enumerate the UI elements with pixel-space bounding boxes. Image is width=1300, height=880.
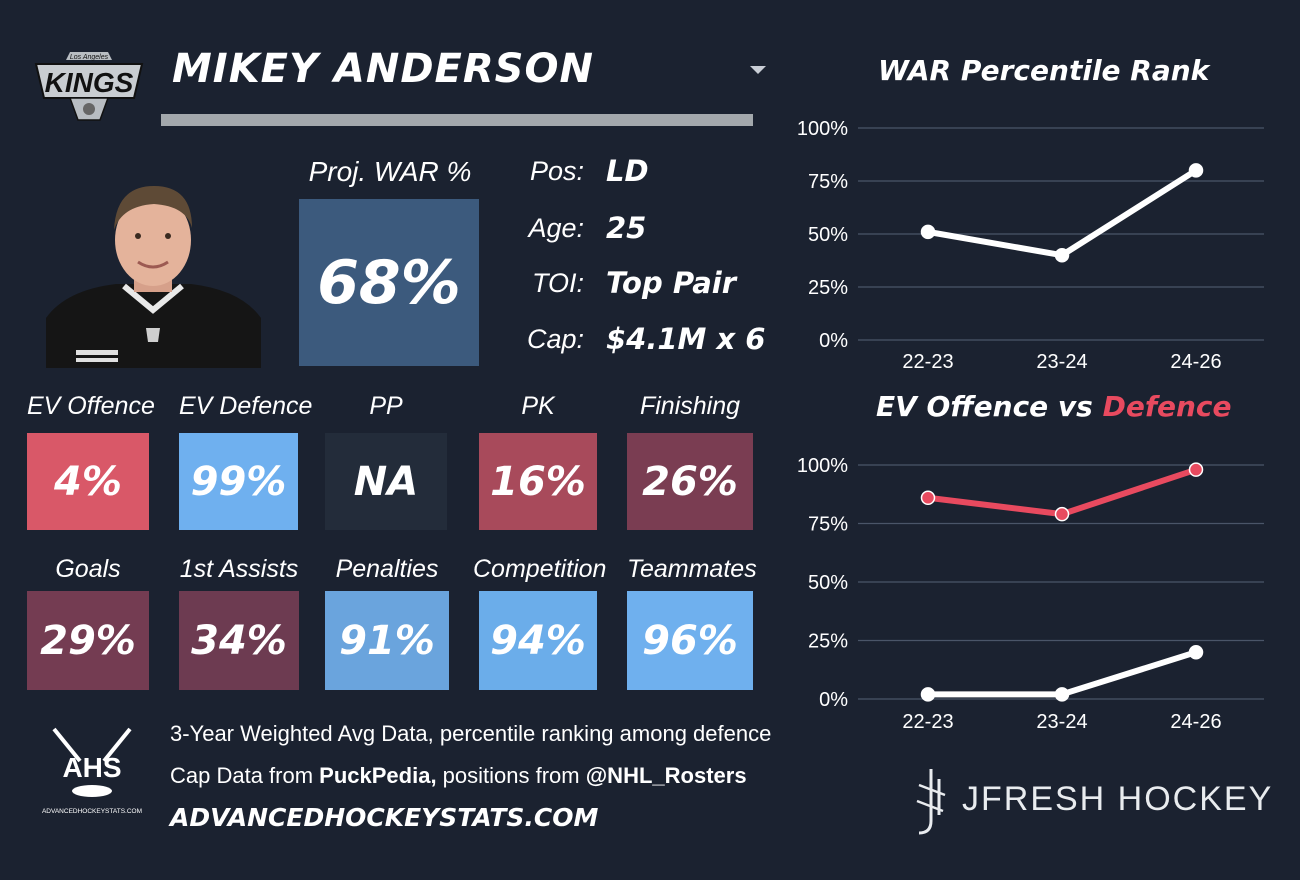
chart2-ytick-label: 50% xyxy=(808,572,848,594)
footer-line-1: 3-Year Weighted Avg Data, percentile ran… xyxy=(170,721,772,746)
cap-label: Cap: xyxy=(526,324,584,354)
tile-pk: 16% xyxy=(479,433,597,530)
tile-goals: 29% xyxy=(27,591,149,690)
tile-ev-defence: 99% xyxy=(179,433,298,530)
footer-mid: positions from xyxy=(436,763,586,788)
tile-label-ev-offence: EV Offence xyxy=(27,392,155,420)
chart2-xtick-label: 22-23 xyxy=(902,711,953,733)
tile-teammates: 96% xyxy=(627,591,753,690)
ahs-logo-text: AHS xyxy=(62,752,121,783)
footer-prefix: Cap Data from xyxy=(170,763,320,788)
chart1-ytick-label: 0% xyxy=(819,330,848,352)
brand-name: JFRESH HOCKEY xyxy=(962,780,1274,818)
chart2-point xyxy=(1188,644,1204,660)
tile-label-pp: PP xyxy=(369,392,403,420)
tile-label-finishing: Finishing xyxy=(639,392,741,420)
pos-label: Pos: xyxy=(529,156,584,186)
chart1-point xyxy=(1054,247,1070,263)
tile-pp: NA xyxy=(325,433,447,530)
proj-war-label: Proj. WAR % xyxy=(308,156,472,187)
chart1-ytick-label: 100% xyxy=(797,118,848,140)
tile-1st-assists: 34% xyxy=(179,591,299,690)
toi-value: Top Pair xyxy=(606,266,737,300)
chart1-point xyxy=(1188,163,1204,178)
chart2-title-part2: Defence xyxy=(1102,390,1232,423)
chart1-ytick-label: 75% xyxy=(808,171,848,193)
chart2-title: EV Offence vs Defence xyxy=(876,390,1232,423)
tile-label-competition: Competition xyxy=(473,555,607,583)
footer-line-2: Cap Data from PuckPedia, positions from … xyxy=(170,763,747,789)
tile-competition: 94% xyxy=(479,591,597,690)
chart2-ytick-label: 0% xyxy=(819,689,848,711)
chart2-ytick-label: 100% xyxy=(797,455,848,477)
cap-value: $4.1M x 6 xyxy=(606,322,766,356)
logo-big-text: KINGS xyxy=(45,67,134,98)
chart1-title: WAR Percentile Rank xyxy=(878,54,1210,87)
chart2-xtick-label: 24-26 xyxy=(1170,711,1221,733)
age-value: 25 xyxy=(606,211,647,245)
chart1-ytick-label: 25% xyxy=(808,277,848,299)
chart1-ytick-label: 50% xyxy=(808,224,848,246)
chart2-point xyxy=(1188,462,1204,477)
footer-site-link[interactable]: ADVANCEDHOCKEYSTATS.COM xyxy=(170,803,599,832)
chart2-point xyxy=(920,687,936,702)
kings-logo: Los Angeles KINGS xyxy=(34,52,144,121)
chart2-ytick-label: 75% xyxy=(808,514,848,536)
player-headshot xyxy=(46,186,261,368)
toi-label: TOI: xyxy=(531,268,584,298)
chart1-xtick-label: 23-24 xyxy=(1036,351,1087,373)
footer-handle-link[interactable]: @NHL_Rosters xyxy=(585,763,747,788)
age-label: Age: xyxy=(528,213,584,243)
tile-label-penalties: Penalties xyxy=(335,555,439,583)
chart2-xtick-label: 23-24 xyxy=(1036,711,1087,733)
war-percentile-chart: 0% 25% 50% 75% 100% 22-23 23-24 24-26 xyxy=(797,118,1264,373)
chart2-point xyxy=(1054,687,1070,702)
ahs-logo-sub: ADVANCEDHOCKEYSTATS.COM xyxy=(42,808,142,815)
chart1-series-line-0 xyxy=(927,167,1198,259)
ev-offence-defence-chart: 0% 25% 50% 75% 100% 22-23 23-24 24-26 xyxy=(797,455,1264,733)
tile-label-1st-assists: 1st Assists xyxy=(179,555,299,583)
logo-small-text: Los Angeles xyxy=(70,54,109,61)
tile-label-ev-defence: EV Defence xyxy=(179,392,313,420)
tile-label-goals: Goals xyxy=(55,555,121,583)
chart2-point xyxy=(1054,506,1070,522)
player-name: MIKEY ANDERSON xyxy=(172,46,594,92)
footer-source-link[interactable]: PuckPedia, xyxy=(319,763,437,788)
chart2-ytick-label: 25% xyxy=(808,631,848,653)
chart1-point xyxy=(920,224,936,240)
proj-war-value: 68% xyxy=(299,199,479,366)
tile-label-pk: PK xyxy=(521,392,555,420)
pos-value: LD xyxy=(606,154,649,188)
jfresh-logo-mark xyxy=(916,769,946,835)
tile-ev-offence: 4% xyxy=(27,433,149,530)
ahs-logo: AHS ADVANCEDHOCKEYSTATS.COM xyxy=(42,727,142,815)
chart2-point xyxy=(920,490,936,506)
name-underline-bar xyxy=(161,114,753,126)
chart1-xtick-label: 22-23 xyxy=(902,351,953,373)
player-select-dropdown[interactable] xyxy=(750,66,766,74)
chart1-xtick-label: 24-26 xyxy=(1170,351,1221,373)
tile-label-teammates: Teammates xyxy=(627,555,757,583)
tile-finishing: 26% xyxy=(627,433,753,530)
chart2-title-part1: EV Offence vs xyxy=(876,390,1103,423)
tile-penalties: 91% xyxy=(325,591,449,690)
